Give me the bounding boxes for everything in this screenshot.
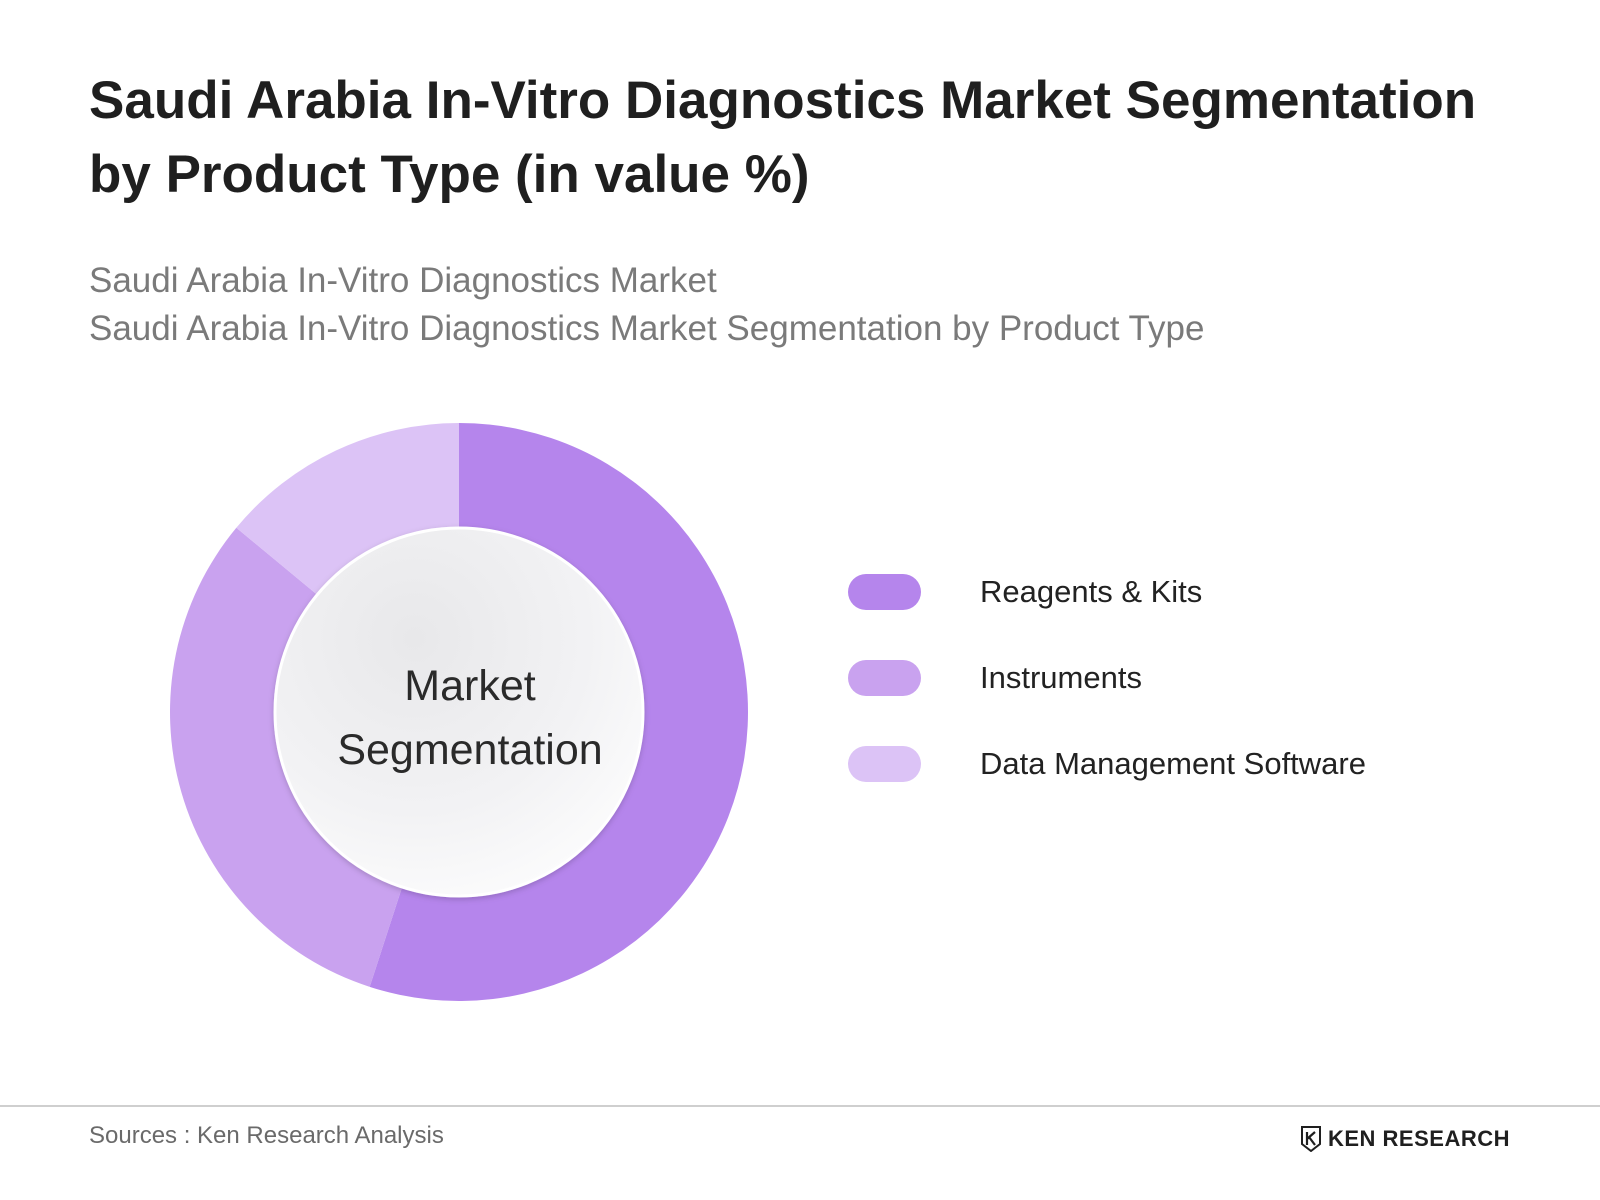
donut-slices bbox=[169, 423, 748, 1002]
brand-name: KEN RESEARCH bbox=[1327, 1126, 1510, 1151]
subtitle-market: Saudi Arabia In-Vitro Diagnostics Market bbox=[89, 261, 717, 300]
ken-research-logo-icon bbox=[1300, 1126, 1321, 1152]
legend-swatch bbox=[848, 660, 921, 696]
legend-label: Data Management Software bbox=[980, 746, 1366, 781]
subtitle-segmentation: Saudi Arabia In-Vitro Diagnostics Market… bbox=[89, 309, 1205, 348]
donut-slice-instruments bbox=[169, 527, 403, 987]
brand-logo: KEN RESEARCH bbox=[1300, 1126, 1510, 1152]
donut-slice-data-management-software bbox=[236, 423, 459, 595]
donut-chart bbox=[169, 423, 748, 1002]
footer-divider bbox=[0, 1105, 1600, 1107]
legend-swatch bbox=[848, 746, 921, 782]
sources-note: Sources : Ken Research Analysis bbox=[89, 1122, 444, 1149]
donut-slice-reagents-kits bbox=[369, 423, 748, 1002]
legend-swatch bbox=[848, 574, 921, 610]
page-title: Saudi Arabia In-Vitro Diagnostics Market… bbox=[89, 71, 1477, 204]
center-label-line-1: Market bbox=[404, 662, 536, 710]
legend-label: Instruments bbox=[980, 660, 1142, 695]
donut-center bbox=[273, 526, 645, 898]
center-label-line-2: Segmentation bbox=[337, 726, 603, 774]
legend-label: Reagents & Kits bbox=[980, 574, 1203, 609]
donut-center-label: Market Segmentation bbox=[270, 654, 670, 782]
